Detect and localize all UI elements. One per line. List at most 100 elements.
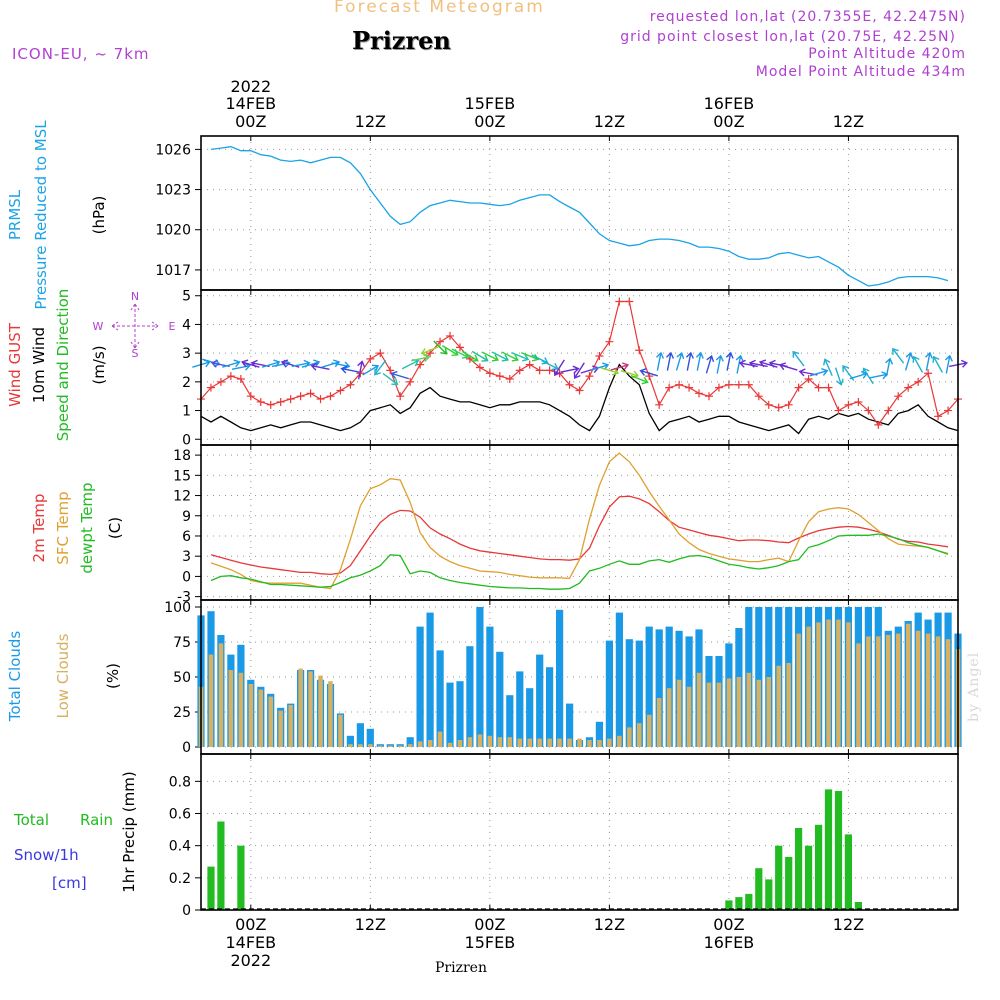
low-cloud-bar xyxy=(567,738,572,747)
precip-frame xyxy=(200,753,959,911)
low-cloud-bar xyxy=(467,737,473,747)
wind-direction-arrow xyxy=(553,359,565,377)
rain-bar xyxy=(217,821,225,910)
bottom-time-label: 12Z xyxy=(355,915,386,934)
rain-bar xyxy=(805,845,813,910)
total-cloud-bar xyxy=(456,681,464,747)
rain-bar xyxy=(785,856,793,910)
low-cloud-bar xyxy=(915,630,921,747)
gust-marker xyxy=(406,377,415,386)
gust-marker xyxy=(525,360,534,369)
gust-marker xyxy=(286,395,295,404)
temp-ytick-label: 9 xyxy=(182,509,191,525)
wind-direction-arrow xyxy=(310,362,330,371)
gust-marker xyxy=(924,369,933,378)
gust-marker xyxy=(675,380,684,389)
total-cloud-bar xyxy=(526,688,534,747)
precip-label-snow: Snow/1h xyxy=(14,846,79,864)
temp-label-2: dewpt Temp xyxy=(78,482,96,573)
low-cloud-bar xyxy=(776,665,781,747)
low-cloud-bar xyxy=(427,740,433,747)
total-cloud-bar xyxy=(645,626,653,747)
top-time-label: 12Z xyxy=(833,112,864,131)
low-cloud-bar xyxy=(437,731,443,747)
rain-bar xyxy=(815,824,823,910)
total-cloud-bar xyxy=(436,650,444,747)
low-cloud-bar xyxy=(477,734,483,747)
top-time-label: 15FEB xyxy=(465,94,516,113)
low-cloud-bar xyxy=(248,684,254,747)
gust-marker xyxy=(236,374,245,383)
wind-ytick-label: 2 xyxy=(182,375,191,391)
gust-marker xyxy=(515,366,524,375)
wind-direction-arrow xyxy=(461,350,479,362)
low-cloud-bar xyxy=(786,663,791,747)
low-cloud-bar xyxy=(228,670,234,747)
wind-direction-arrow xyxy=(357,360,366,380)
precip-label-rain: Rain xyxy=(80,811,113,829)
temp-label-3: (C) xyxy=(106,517,124,539)
wind-direction-arrow xyxy=(809,368,829,377)
low-cloud-bar xyxy=(935,636,941,747)
bottom-time-label: 16FEB xyxy=(704,933,755,952)
wind-ytick-label: 0 xyxy=(182,432,191,448)
wind-direction-arrow xyxy=(231,362,251,371)
clouds-label-1: Low Clouds xyxy=(54,633,72,718)
gust-marker xyxy=(545,366,554,375)
wind-direction-arrow xyxy=(792,350,805,367)
wind-ytick-label: 3 xyxy=(182,346,191,362)
gust-marker xyxy=(256,397,265,406)
wind-direction-arrow xyxy=(600,367,620,376)
gust-marker xyxy=(665,383,674,392)
gust-marker xyxy=(615,297,624,306)
wind-direction-arrow xyxy=(904,351,914,371)
gust-marker xyxy=(436,337,445,346)
top-time-label: 16FEB xyxy=(704,94,755,113)
low-cloud-bar xyxy=(577,738,582,747)
requested-coordinates: requested lon,lat (20.7355E, 42.2475N) xyxy=(649,9,966,25)
low-cloud-bar xyxy=(527,738,532,747)
gust-marker xyxy=(326,392,335,401)
top-time-label: 00Z xyxy=(474,112,505,131)
model-label: ICON-EU, ~ 7km xyxy=(12,45,150,63)
low-cloud-bar xyxy=(925,633,931,747)
wind-direction-arrow xyxy=(738,359,758,368)
wind-direction-arrow xyxy=(590,362,610,371)
low-cloud-bar xyxy=(896,633,901,747)
gust-marker xyxy=(914,377,923,386)
rain-bar xyxy=(844,834,852,910)
wind-direction-arrow xyxy=(912,355,924,373)
wind-direction-arrow xyxy=(666,351,675,371)
rain-bar xyxy=(834,791,843,910)
clouds-ytick-label: 100 xyxy=(164,600,191,616)
low-cloud-bar xyxy=(537,738,542,747)
gust-marker xyxy=(834,406,843,415)
gust-marker xyxy=(904,383,913,392)
gust-marker xyxy=(854,397,863,406)
low-cloud-bar xyxy=(617,735,622,747)
precip-ytick-label: 0.2 xyxy=(169,871,191,887)
rain-bar xyxy=(725,900,733,910)
total-cloud-bar xyxy=(605,640,613,747)
temp-ytick-label: 15 xyxy=(173,468,191,484)
rain-bar xyxy=(237,845,245,910)
clouds-label-2: (%) xyxy=(104,663,122,689)
gust-marker xyxy=(824,383,833,392)
pressure-label-0: PRMSL xyxy=(6,189,24,240)
wind-direction-arrow xyxy=(411,354,431,362)
low-cloud-bar xyxy=(547,738,552,747)
low-cloud-bar xyxy=(796,633,801,747)
wind-label-2: Speed and Direction xyxy=(54,289,72,442)
temp-panel: -3 0 3 6 9 12 15 18 xyxy=(173,445,958,606)
pressure-ytick-label: 1026 xyxy=(155,142,191,158)
low-cloud-bar xyxy=(278,710,283,747)
wind-direction-arrow xyxy=(862,367,874,385)
total-cloud-bar xyxy=(595,721,603,747)
low-cloud-bar xyxy=(607,738,612,747)
total-cloud-bar xyxy=(426,612,434,747)
low-cloud-bar xyxy=(298,668,303,747)
wind-label-1: 10m Wind xyxy=(30,327,48,403)
gust-marker xyxy=(844,400,853,409)
compass-icon: N S W E xyxy=(93,290,176,360)
low-cloud-bar xyxy=(716,682,722,747)
